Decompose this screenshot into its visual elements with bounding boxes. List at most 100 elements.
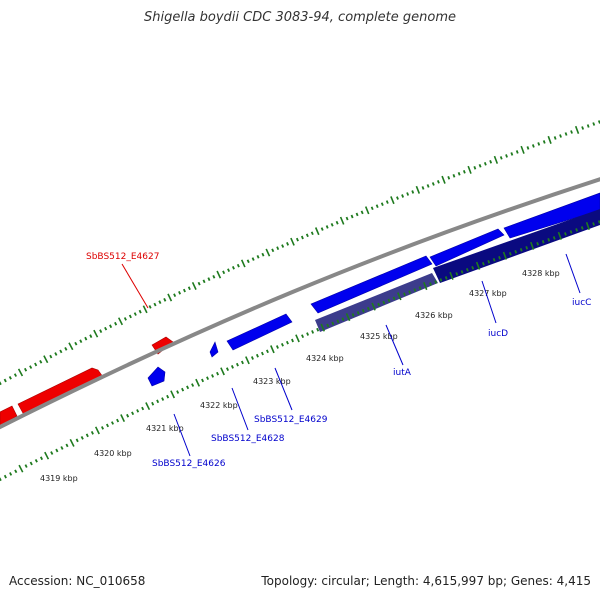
minor-tick: [436, 180, 440, 184]
minor-tick: [552, 236, 556, 240]
minor-tick: [235, 362, 239, 367]
minor-tick: [286, 242, 290, 246]
minor-tick: [351, 313, 355, 317]
minor-tick: [465, 267, 469, 272]
gene-label-iucc[interactable]: iucC: [572, 298, 591, 308]
tick-label: 4324 kbp: [306, 354, 344, 363]
gene-label-iucd[interactable]: iucD: [488, 329, 508, 339]
minor-tick: [163, 298, 167, 302]
minor-tick: [525, 246, 529, 250]
minor-tick: [531, 144, 535, 148]
major-tick: [117, 317, 124, 326]
minor-tick: [401, 194, 405, 198]
major-tick: [415, 185, 421, 194]
major-tick: [547, 135, 552, 144]
minor-tick: [361, 308, 365, 313]
gene-sbbs512-e4628-arrow[interactable]: [209, 341, 219, 358]
gene-arrow-blue-5[interactable]: [429, 228, 505, 267]
major-tick: [345, 313, 351, 322]
minor-tick: [24, 464, 28, 468]
minor-tick: [426, 184, 430, 188]
gene-arrow-red-2[interactable]: [17, 367, 104, 416]
minor-tick: [489, 159, 493, 164]
minor-tick: [141, 406, 145, 411]
major-tick: [449, 271, 454, 280]
minor-tick: [564, 132, 568, 136]
gene-label-sbbs512-e4629[interactable]: SbBS512_E4629: [254, 415, 328, 425]
minor-tick: [483, 161, 487, 166]
gene-arrow-blue-4[interactable]: [310, 255, 433, 314]
minor-tick: [330, 223, 334, 227]
major-tick: [320, 323, 326, 332]
minor-tick: [580, 226, 584, 230]
gene-label-sbbs512-e4627[interactable]: SbBS512_E4627: [86, 252, 159, 262]
minor-tick: [285, 340, 289, 345]
gene-arrow-blue-6[interactable]: [503, 192, 600, 239]
minor-tick: [236, 263, 240, 268]
major-tick: [191, 281, 197, 290]
minor-tick: [306, 332, 310, 336]
operon-segment-iucd-iucc[interactable]: [433, 209, 600, 283]
minor-tick: [429, 282, 432, 286]
minor-tick: [311, 330, 315, 334]
major-tick: [423, 282, 428, 291]
minor-tick: [455, 272, 459, 276]
major-tick: [93, 329, 99, 338]
minor-tick: [569, 230, 573, 234]
minor-tick: [421, 186, 425, 190]
minor-tick: [3, 378, 7, 383]
minor-tick: [510, 152, 514, 156]
major-tick: [265, 248, 271, 257]
minor-tick: [406, 192, 410, 196]
minor-tick: [366, 306, 370, 311]
major-tick: [216, 270, 222, 279]
minor-tick: [300, 235, 304, 240]
minor-tick: [413, 288, 417, 292]
tick-label: 4320 kbp: [94, 449, 132, 458]
minor-tick: [34, 362, 38, 367]
minor-tick: [310, 231, 314, 236]
major-tick: [120, 414, 126, 423]
major-tick: [290, 237, 295, 246]
minor-tick: [197, 281, 201, 286]
minor-tick: [148, 305, 152, 309]
gene-sbbs512-e4626-arrow[interactable]: [147, 366, 166, 387]
minor-tick: [586, 124, 590, 128]
gene-label-iuta[interactable]: iutA: [393, 368, 412, 378]
major-tick: [475, 261, 481, 270]
leader-line-iucd: [481, 280, 497, 324]
minor-tick: [173, 293, 177, 297]
gene-sbbs512-e4629-arrow[interactable]: [226, 313, 293, 351]
minor-tick: [295, 237, 299, 242]
minor-tick: [138, 309, 142, 314]
minor-tick: [34, 458, 38, 463]
minor-tick: [581, 126, 585, 130]
major-tick: [170, 390, 176, 399]
minor-tick: [345, 216, 349, 221]
minor-tick: [499, 156, 503, 160]
minor-tick: [255, 353, 259, 358]
minor-tick: [537, 142, 541, 146]
minor-tick: [99, 329, 103, 333]
minor-tick: [462, 169, 466, 174]
major-tick: [167, 293, 173, 302]
minor-tick: [256, 255, 260, 259]
minor-tick: [335, 220, 339, 225]
minor-tick: [105, 423, 110, 428]
minor-tick: [553, 136, 557, 140]
minor-tick: [575, 228, 579, 232]
minor-tick: [84, 336, 88, 341]
minor-tick: [380, 202, 384, 206]
operon-segment-iuta[interactable]: [315, 273, 438, 332]
minor-tick: [276, 246, 280, 251]
minor-tick: [186, 385, 190, 390]
gene-label-leaders: [121, 253, 581, 457]
minor-tick: [564, 232, 567, 236]
gene-label-sbbs512-e4626[interactable]: SbBS512_E4626: [152, 459, 226, 469]
minor-tick: [212, 275, 216, 279]
minor-tick: [265, 349, 269, 354]
minor-tick: [403, 292, 406, 297]
gene-label-sbbs512-e4628[interactable]: SbBS512_E4628: [211, 434, 285, 444]
minor-tick: [457, 171, 461, 176]
